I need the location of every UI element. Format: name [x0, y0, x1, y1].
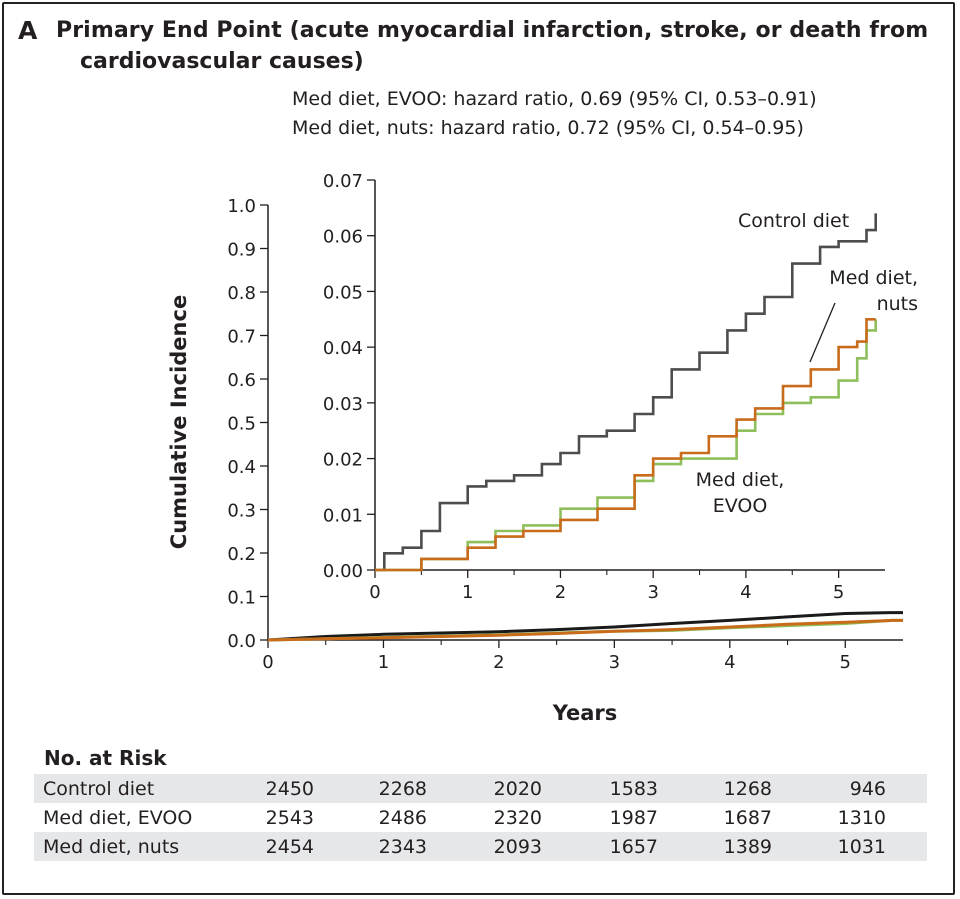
inset-x-tick-label: 5 — [833, 582, 844, 603]
risk-row-control: Control diet 2450 2268 2020 1583 1268 94… — [34, 774, 927, 803]
inset-x-tick-label: 1 — [462, 582, 473, 603]
main-x-tick-label: 2 — [493, 652, 504, 673]
kaplan-meier-chart: 0 1 2 3 4 5 0.0 0.1 0.2 0.3 0.4 0.5 0.6 0.7 0.8 0.9 1.0 Y… — [167, 165, 918, 725]
main-y-tick-label: 0.0 — [227, 631, 256, 652]
hazard-ratio-evoo: Med diet, EVOO: hazard ratio, 0.69 (95% … — [292, 88, 817, 110]
main-y-tick-label: 1.0 — [227, 196, 256, 217]
inset-y-tick-label: 0.03 — [323, 394, 363, 415]
risk-cell: 1389 — [658, 832, 772, 861]
main-x-tick-label: 0 — [262, 652, 273, 673]
inset-y-tick-label: 0.07 — [323, 171, 363, 192]
y-axis-title: Cumulative Incidence — [167, 295, 191, 549]
risk-cell: 1268 — [658, 774, 772, 803]
risk-cell: 1657 — [542, 832, 658, 861]
risk-cell: 946 — [772, 774, 886, 803]
risk-cell: 1583 — [542, 774, 658, 803]
inset-y-tick-label: 0.00 — [323, 561, 363, 582]
main-y-tick-label: 0.5 — [227, 414, 256, 435]
risk-cell: 1987 — [609, 806, 658, 829]
risk-cell: 2454 — [229, 832, 314, 861]
chart-title-line-1: Primary End Point (acute myocardial infa… — [56, 18, 929, 43]
inset-y-tick-label: 0.01 — [323, 505, 363, 526]
inset-x-tick-label: 4 — [740, 582, 751, 603]
risk-cell-pad — [886, 774, 927, 803]
risk-cell: 2320 — [493, 806, 542, 829]
risk-cell: 2486 — [378, 806, 427, 829]
risk-row-evoo: Med diet, EVOO 2543 2486 2320 1987 1687 … — [34, 803, 927, 832]
inset-series-step-line — [375, 213, 877, 572]
risk-cell: 1031 — [772, 832, 886, 861]
main-y-tick-label: 0.1 — [227, 588, 256, 609]
main-series-line — [267, 611, 903, 642]
risk-cell: 2450 — [229, 774, 314, 803]
main-x-tick-label: 5 — [840, 652, 851, 673]
main-series-line — [267, 618, 903, 642]
main-y-tick-label: 0.6 — [227, 370, 256, 391]
risk-cell: 1687 — [723, 806, 772, 829]
inset-plot: 0 1 2 3 4 5 0.00 0.01 0.02 0.03 0.04 0.05 0.06 0.07 Co… — [300, 165, 918, 605]
main-x-tick-label: 1 — [378, 652, 389, 673]
inset-x-tick-label: 2 — [555, 582, 566, 603]
risk-cell-pad — [886, 832, 927, 861]
risk-cell: 2093 — [427, 832, 542, 861]
risk-cell: 2543 — [265, 806, 314, 829]
risk-cell: 2343 — [314, 832, 427, 861]
chart-title-line-2: cardiovascular causes) — [80, 49, 364, 74]
main-y-tick-label: 0.8 — [227, 283, 256, 304]
panel-label: A — [18, 16, 38, 45]
main-y-tick-label: 0.9 — [227, 240, 256, 261]
hazard-ratio-nuts: Med diet, nuts: hazard ratio, 0.72 (95% … — [292, 117, 804, 139]
x-axis-title: Years — [552, 701, 618, 725]
main-y-tick-label: 0.7 — [227, 327, 256, 348]
inset-series-step-line — [375, 319, 877, 572]
inset-y-tick-label: 0.04 — [323, 338, 363, 359]
main-x-tick-label: 3 — [609, 652, 620, 673]
inset-y-tick-label: 0.05 — [323, 282, 363, 303]
main-y-tick-label: 0.3 — [227, 501, 256, 522]
risk-row-nuts: Med diet, nuts 2454 2343 2093 1657 1389 … — [34, 832, 927, 861]
risk-row-label: Control diet — [34, 774, 229, 803]
series-annotation-label: nuts — [877, 293, 918, 315]
risk-cell: 1310 — [837, 806, 886, 829]
inset-x-tick-label: 3 — [647, 582, 658, 603]
series-annotation-label: Control diet — [738, 210, 849, 232]
series-annotation-label: Med diet, — [829, 267, 918, 289]
risk-row-label: Med diet, nuts — [34, 832, 229, 861]
series-annotation-label: Med diet, — [696, 469, 785, 491]
annotation-leader-line — [809, 302, 836, 363]
risk-row-label: Med diet, EVOO — [43, 806, 193, 829]
risk-cell: 2020 — [427, 774, 542, 803]
inset-y-tick-label: 0.06 — [323, 227, 363, 248]
risk-cell-pad — [886, 803, 927, 832]
risk-table: Control diet 2450 2268 2020 1583 1268 94… — [34, 774, 927, 861]
main-y-tick-label: 0.2 — [227, 544, 256, 565]
main-plot: 0 1 2 3 4 5 0.0 0.1 0.2 0.3 0.4 0.5 0.6 0.7 0.8 0.9 1.0 Y… — [167, 196, 903, 725]
risk-cell: 2268 — [314, 774, 427, 803]
main-x-tick-label: 4 — [724, 652, 735, 673]
inset-y-tick-label: 0.02 — [323, 450, 363, 471]
risk-table-heading: No. at Risk — [44, 746, 167, 770]
inset-series-step-line — [375, 318, 876, 572]
inset-x-tick-label: 0 — [369, 582, 380, 603]
main-y-tick-label: 0.4 — [227, 457, 256, 478]
series-annotation-label: EVOO — [713, 495, 768, 517]
